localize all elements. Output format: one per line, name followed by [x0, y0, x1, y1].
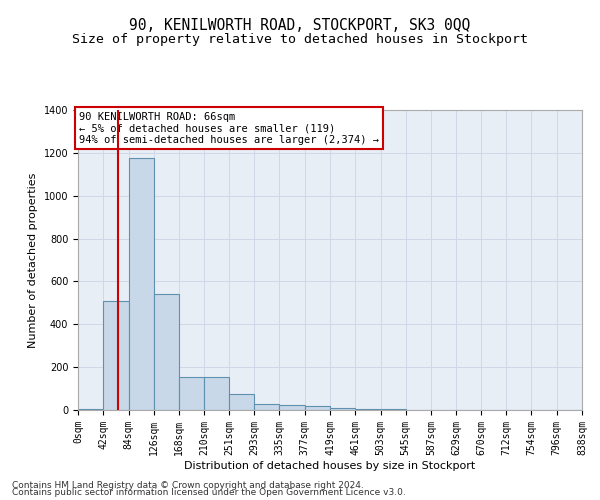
- Y-axis label: Number of detached properties: Number of detached properties: [28, 172, 38, 348]
- Bar: [154, 294, 179, 410]
- Bar: [179, 377, 205, 410]
- Bar: [103, 300, 128, 410]
- Bar: [305, 406, 330, 410]
- Bar: [330, 408, 355, 410]
- Bar: [128, 158, 154, 410]
- Bar: [205, 377, 229, 410]
- Bar: [78, 409, 103, 410]
- Bar: [280, 404, 305, 410]
- Text: Contains public sector information licensed under the Open Government Licence v3: Contains public sector information licen…: [12, 488, 406, 497]
- Bar: [355, 409, 380, 410]
- Text: 90 KENILWORTH ROAD: 66sqm
← 5% of detached houses are smaller (119)
94% of semi-: 90 KENILWORTH ROAD: 66sqm ← 5% of detach…: [79, 112, 379, 144]
- Bar: [254, 404, 280, 410]
- Text: Contains HM Land Registry data © Crown copyright and database right 2024.: Contains HM Land Registry data © Crown c…: [12, 480, 364, 490]
- Text: Size of property relative to detached houses in Stockport: Size of property relative to detached ho…: [72, 32, 528, 46]
- Bar: [229, 394, 254, 410]
- X-axis label: Distribution of detached houses by size in Stockport: Distribution of detached houses by size …: [184, 460, 476, 470]
- Text: 90, KENILWORTH ROAD, STOCKPORT, SK3 0QQ: 90, KENILWORTH ROAD, STOCKPORT, SK3 0QQ: [130, 18, 470, 32]
